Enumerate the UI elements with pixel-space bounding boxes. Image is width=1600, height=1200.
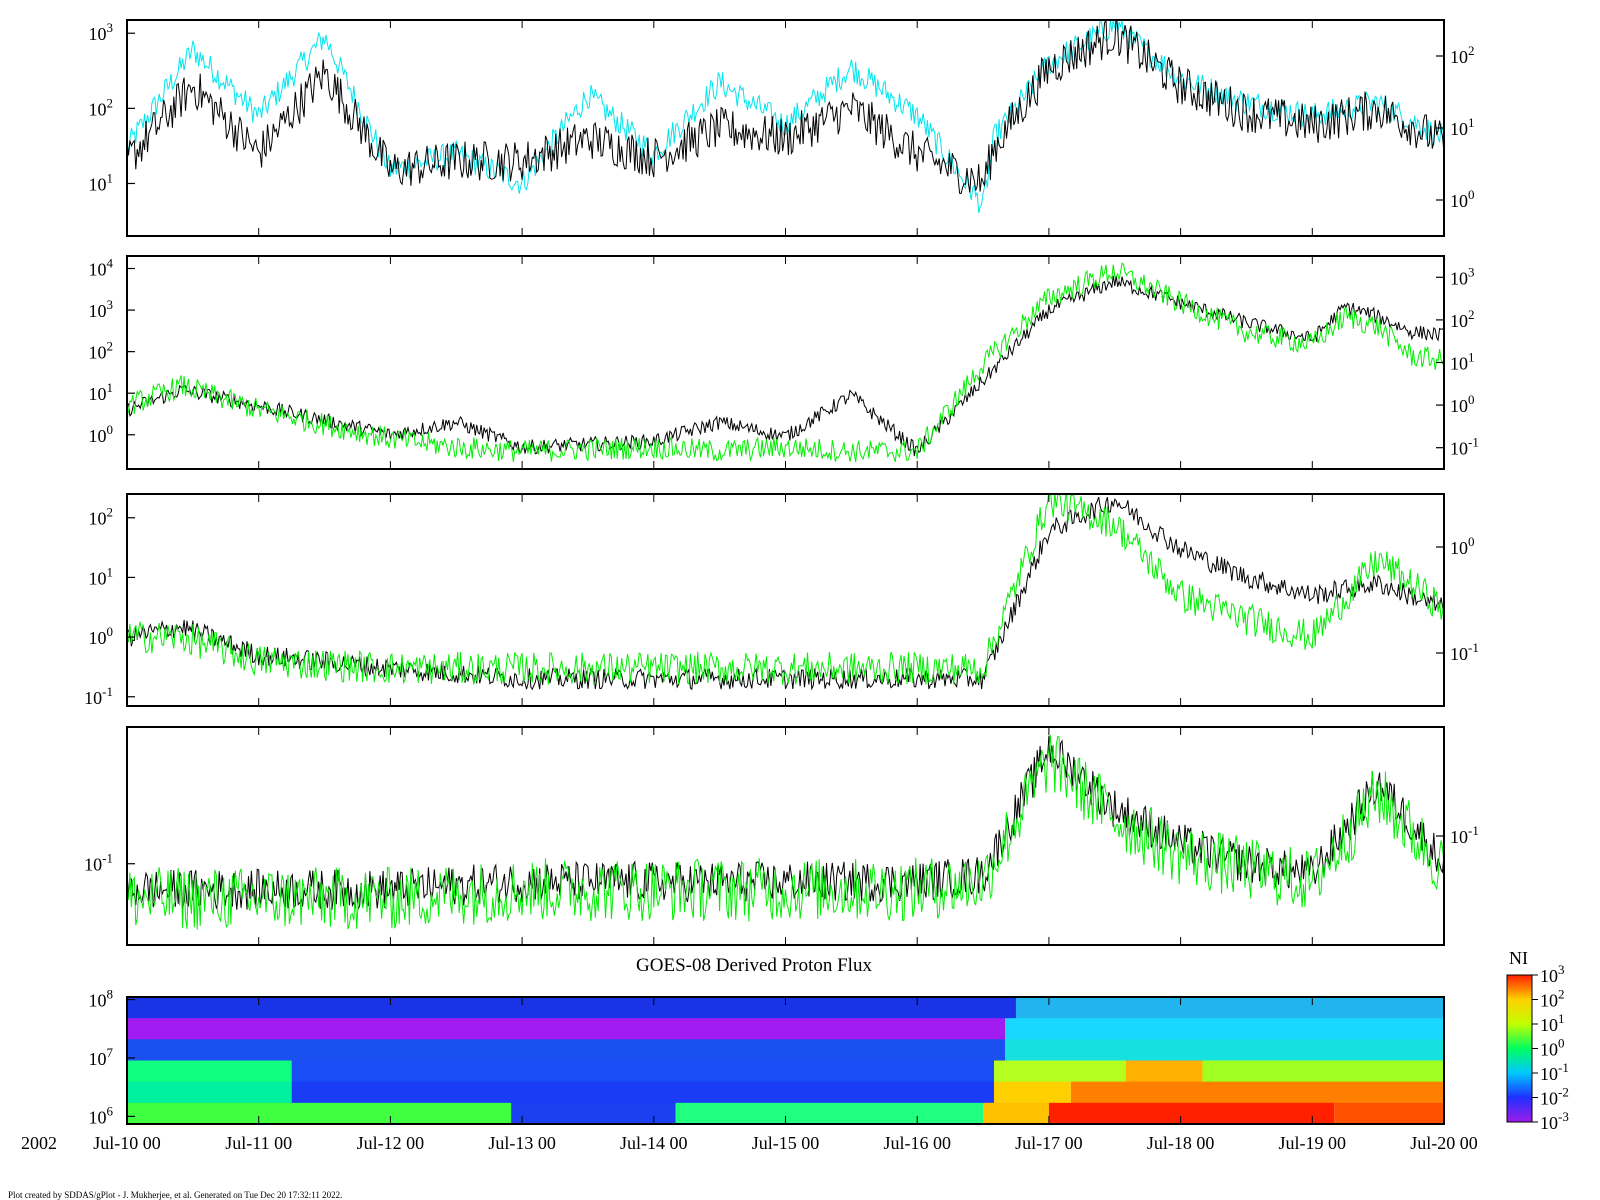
y-tick-label: 101: [89, 170, 114, 194]
y-tick-label: 101: [89, 380, 114, 404]
colorbar-tick-label: 101: [1540, 1011, 1565, 1035]
y-tick-label: 104: [89, 256, 114, 280]
colorbar-tick-label: 10-3: [1540, 1109, 1569, 1133]
colorbar-label: NI: [1509, 948, 1528, 968]
x-tick-label: Jul-11 00: [225, 1133, 292, 1153]
spectrogram-cell: [1202, 1060, 1444, 1083]
spectrogram-cell: [1005, 1018, 1444, 1040]
x-tick-label: Jul-10 00: [93, 1133, 161, 1153]
y-tick-label: 103: [89, 20, 114, 44]
spectrogram-cell: [983, 1102, 1049, 1125]
y-right-tick-label: 101: [1450, 115, 1475, 139]
x-tick-label: Jul-15 00: [752, 1133, 820, 1153]
colorbar: [1506, 974, 1533, 1123]
panel-3: 102 101 100 10-1 100 10-1: [84, 493, 1479, 708]
spectrogram-cell: [994, 1060, 1126, 1083]
x-tick-label: Jul-19 00: [1279, 1133, 1347, 1153]
spectrogram-cell: [291, 1060, 995, 1083]
series-line-1: [127, 275, 1444, 457]
spectrogram-cell: [675, 1102, 984, 1125]
y-tick-label: 103: [89, 297, 114, 321]
y-right-tick-label: 102: [1450, 307, 1475, 331]
spectrogram-cell: [1334, 1102, 1444, 1125]
colorbar-tick-label: 10-1: [1540, 1060, 1569, 1084]
y-right-tick-label: 10-1: [1450, 435, 1479, 459]
spectrogram-cell: [127, 1102, 512, 1125]
y-right-tick-label: 100: [1450, 187, 1475, 211]
spectrogram-cell: [1070, 1081, 1444, 1104]
series-line-1: [127, 496, 1444, 691]
x-tick-label: Jul-14 00: [620, 1133, 688, 1153]
x-tick-label: Jul-18 00: [1147, 1133, 1215, 1153]
y-tick-label: 102: [89, 95, 114, 119]
y-right-tick-label: 100: [1450, 392, 1475, 416]
year-label: 2002: [21, 1133, 57, 1153]
y-tick-label: 107: [89, 1045, 114, 1069]
spectrogram-cell: [994, 1081, 1071, 1104]
y-tick-label: 108: [89, 987, 114, 1011]
x-tick-label: Jul-13 00: [488, 1133, 556, 1153]
y-right-tick-label: 10-1: [1450, 640, 1479, 664]
y-right-tick-label: 10-1: [1450, 823, 1479, 847]
panel-4: 10-1 10-1: [84, 726, 1479, 946]
spectrogram-cell: [127, 1018, 1005, 1040]
spectrogram-cell: [127, 1039, 1005, 1061]
y-tick-label: 102: [89, 339, 114, 363]
y-right-tick-label: 103: [1450, 264, 1475, 288]
panel-frame: [126, 255, 1445, 470]
colorbar-tick-label: 100: [1540, 1036, 1565, 1060]
series-line-2: [127, 734, 1444, 930]
y-tick-label: 10-1: [84, 684, 113, 708]
spectrogram-cell: [291, 1081, 995, 1104]
x-tick-label: Jul-16 00: [883, 1133, 951, 1153]
panel-1: 103 102 101 102 101 100: [89, 19, 1475, 237]
spectrogram-cell: [127, 997, 1016, 1019]
series-line-2: [127, 262, 1444, 463]
footer-credit: Plot created by SDDAS/gPlot - J. Mukherj…: [8, 1190, 342, 1200]
spectrogram-cell: [1005, 1039, 1444, 1061]
spectrogram-cell: [127, 1081, 292, 1104]
y-right-tick-label: 101: [1450, 350, 1475, 374]
y-tick-label: 100: [89, 422, 114, 446]
spectrogram-cell: [1125, 1060, 1203, 1083]
x-tick-label: Jul-12 00: [357, 1133, 425, 1153]
panel-5: 108 107 106: [89, 987, 1445, 1127]
y-tick-label: 106: [89, 1103, 114, 1127]
spectrogram-cell: [511, 1102, 676, 1125]
spectrogram-cell: [1015, 997, 1444, 1019]
panel-2: 104 103 102 101 100 103 102 101 100 10-1: [89, 255, 1479, 470]
series-line-1: [127, 735, 1444, 910]
x-tick-label: Jul-20 00: [1410, 1133, 1478, 1153]
y-right-tick-label: 100: [1450, 534, 1475, 558]
spectrogram-title: GOES-08 Derived Proton Flux: [636, 955, 872, 976]
series-line-2: [127, 20, 1444, 195]
y-tick-label: 101: [89, 564, 114, 588]
y-tick-label: 102: [89, 505, 114, 529]
colorbar-tick-label: 10-2: [1540, 1085, 1569, 1109]
spectrogram-cell: [1048, 1102, 1335, 1125]
series-line-2: [127, 494, 1444, 685]
colorbar-tick-label: 102: [1540, 987, 1565, 1011]
colorbar-tick-label: 103: [1540, 962, 1565, 986]
spectrogram-cell: [127, 1060, 292, 1083]
y-tick-label: 100: [89, 624, 114, 648]
y-right-tick-label: 102: [1450, 43, 1475, 67]
y-tick-label: 10-1: [84, 851, 113, 875]
x-tick-label: Jul-17 00: [1015, 1133, 1083, 1153]
